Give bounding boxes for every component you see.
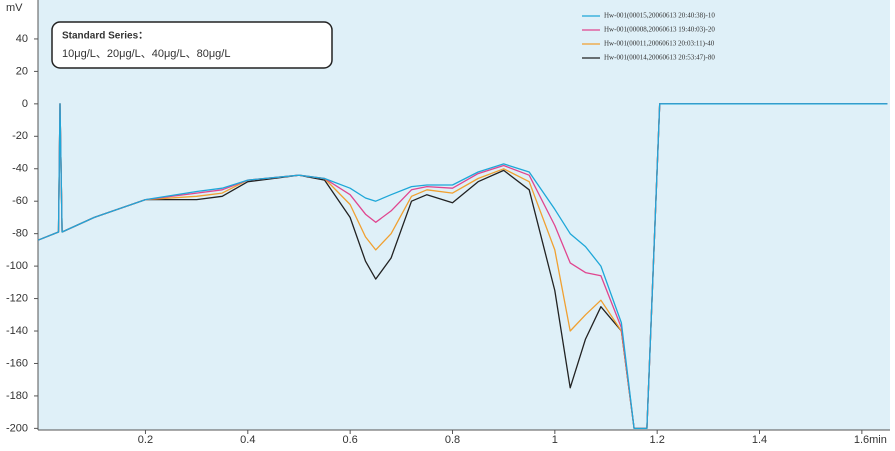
legend-label: Hw-001(00015,20060613 20:40:38)-10 bbox=[604, 12, 715, 20]
y-tick-label: 20 bbox=[16, 65, 28, 77]
x-tick-label: 0.6 bbox=[342, 434, 357, 446]
x-tick-label: 0.8 bbox=[445, 434, 460, 446]
annotation-box bbox=[51, 21, 333, 69]
y-tick-label: -60 bbox=[12, 195, 28, 207]
legend-label: Hw-001(00011,20060613 20:03:11)-40 bbox=[604, 40, 715, 48]
x-tick-label: 1.2 bbox=[650, 434, 665, 446]
legend-label: Hw-001(00014,20060613 20:53:47)-80 bbox=[604, 54, 715, 62]
y-tick-label: -200 bbox=[6, 422, 28, 434]
plot-area bbox=[38, 0, 890, 430]
y-tick-label: -40 bbox=[12, 163, 28, 175]
legend-label: Hw-001(00008,20060613 19:40:03)-20 bbox=[604, 26, 715, 34]
y-tick-label: -180 bbox=[6, 390, 28, 402]
annotation-text: 10μg/L、20μg/L、40μg/L、80μg/L bbox=[62, 48, 230, 60]
y-axis-label: mV bbox=[6, 2, 23, 14]
series-line bbox=[37, 103, 888, 430]
y-tick-label: -100 bbox=[6, 260, 28, 272]
y-tick-label: -140 bbox=[6, 325, 28, 337]
annotation-title: Standard Series： bbox=[62, 31, 148, 42]
x-tick-label: 1.6min bbox=[854, 434, 887, 446]
x-tick-label: 1.4 bbox=[752, 434, 767, 446]
y-tick-label: 0 bbox=[22, 98, 28, 110]
y-tick-label: -80 bbox=[12, 228, 28, 240]
y-tick-label: 40 bbox=[16, 33, 28, 45]
x-tick-label: 0.4 bbox=[240, 434, 255, 446]
y-tick-label: -160 bbox=[6, 357, 28, 369]
x-tick-label: 1 bbox=[552, 434, 558, 446]
y-tick-label: -20 bbox=[12, 130, 28, 142]
y-tick-label: -120 bbox=[6, 292, 28, 304]
x-tick-label: 0.2 bbox=[138, 434, 153, 446]
